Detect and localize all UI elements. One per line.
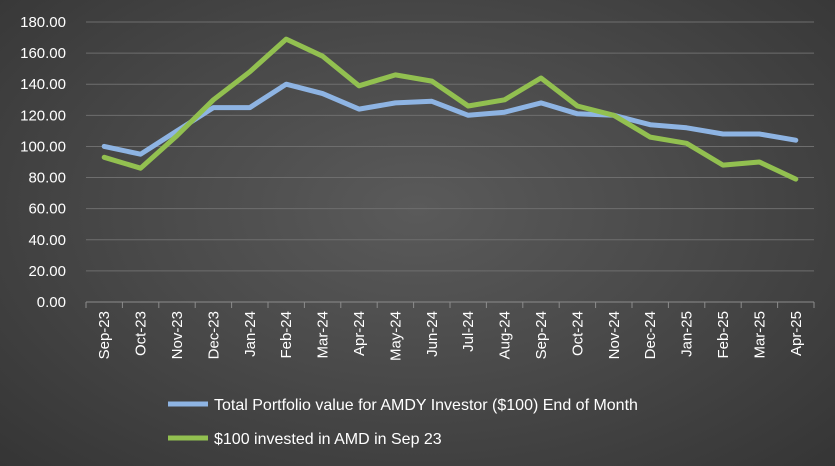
data-point-series-2	[686, 142, 688, 144]
data-point-series-2	[722, 164, 724, 166]
x-tick-label: Mar-25	[751, 311, 768, 359]
y-tick-label: 100.00	[20, 138, 66, 155]
legend: Total Portfolio value for AMDY Investor …	[168, 397, 638, 448]
series-lines	[101, 36, 799, 182]
data-point-series-1	[285, 83, 287, 85]
x-axis	[85, 301, 815, 308]
x-tick-label: Aug-24	[497, 311, 514, 359]
data-point-series-2	[613, 114, 615, 116]
data-point-series-2	[140, 167, 142, 169]
x-tick-label: Nov-23	[169, 311, 186, 359]
x-tick-label: May-24	[387, 311, 404, 361]
x-tick-label: Jan-25	[679, 311, 696, 357]
legend-label-series-2: $100 invested in AMD in Sep 23	[214, 431, 442, 448]
x-tick-label: Sep-24	[533, 311, 550, 359]
x-tick-label: Feb-25	[715, 311, 732, 359]
data-point-series-1	[758, 133, 760, 135]
x-tick-label: Jan-24	[242, 311, 259, 357]
data-point-series-1	[686, 127, 688, 129]
x-tick-label: Sep-23	[96, 311, 113, 359]
data-point-series-1	[140, 153, 142, 155]
data-point-series-2	[322, 55, 324, 57]
data-point-series-2	[758, 161, 760, 163]
y-tick-label: 140.00	[20, 76, 66, 93]
data-point-series-2	[212, 99, 214, 101]
data-point-series-2	[467, 105, 469, 107]
x-tick-label: Apr-25	[788, 311, 805, 356]
y-tick-label: 160.00	[20, 45, 66, 62]
data-point-series-1	[322, 93, 324, 95]
series-line-2	[101, 36, 799, 182]
y-tick-label: 20.00	[28, 263, 66, 280]
x-tick-label: Mar-24	[315, 311, 332, 359]
x-axis-labels: Sep-23 Oct-23 Nov-23 Dec-23 Jan-24 Feb-24 Mar-…	[96, 311, 805, 361]
data-point-series-2	[394, 74, 396, 76]
y-tick-label: 180.00	[20, 14, 66, 31]
data-point-series-2	[285, 38, 287, 40]
x-tick-label: Oct-24	[569, 311, 586, 356]
x-tick-label: Oct-23	[133, 311, 150, 356]
data-point-series-2	[358, 85, 360, 87]
data-point-series-2	[504, 99, 506, 101]
y-tick-label: 120.00	[20, 107, 66, 124]
y-tick-label: 80.00	[28, 170, 66, 187]
x-tick-label: Dec-24	[642, 311, 659, 359]
data-point-series-1	[540, 102, 542, 104]
series-line-1	[101, 81, 799, 157]
data-point-series-1	[795, 139, 797, 141]
y-axis-labels: 0.00 20.00 40.00 60.00 80.00 100.00 120.00 140.…	[20, 14, 66, 311]
x-tick-label: Dec-23	[205, 311, 222, 359]
data-point-series-1	[358, 108, 360, 110]
y-tick-label: 40.00	[28, 232, 66, 249]
x-tick-label: Feb-24	[278, 311, 295, 359]
y-tick-label: 60.00	[28, 201, 66, 218]
y-tick-label: 0.00	[37, 294, 66, 311]
legend-label-series-1: Total Portfolio value for AMDY Investor …	[214, 397, 638, 414]
x-tick-label: Jul-24	[460, 311, 477, 352]
data-point-series-1	[467, 114, 469, 116]
data-point-series-2	[540, 77, 542, 79]
data-point-series-1	[431, 100, 433, 102]
data-point-series-1	[722, 133, 724, 135]
gridlines	[86, 21, 814, 303]
data-point-series-2	[431, 80, 433, 82]
data-point-series-1	[649, 124, 651, 126]
data-point-series-1	[394, 102, 396, 104]
data-point-series-1	[212, 107, 214, 109]
data-point-series-2	[649, 136, 651, 138]
data-point-series-1	[103, 145, 105, 147]
data-point-series-2	[176, 135, 178, 137]
data-point-series-1	[504, 111, 506, 113]
x-tick-label: Nov-24	[606, 311, 623, 359]
data-point-series-1	[249, 107, 251, 109]
x-tick-label: Jun-24	[424, 311, 441, 357]
data-point-series-1	[576, 113, 578, 115]
data-point-series-2	[103, 156, 105, 158]
data-point-series-2	[576, 105, 578, 107]
data-point-series-2	[795, 178, 797, 180]
x-tick-label: Apr-24	[351, 311, 368, 356]
data-point-series-2	[249, 71, 251, 73]
